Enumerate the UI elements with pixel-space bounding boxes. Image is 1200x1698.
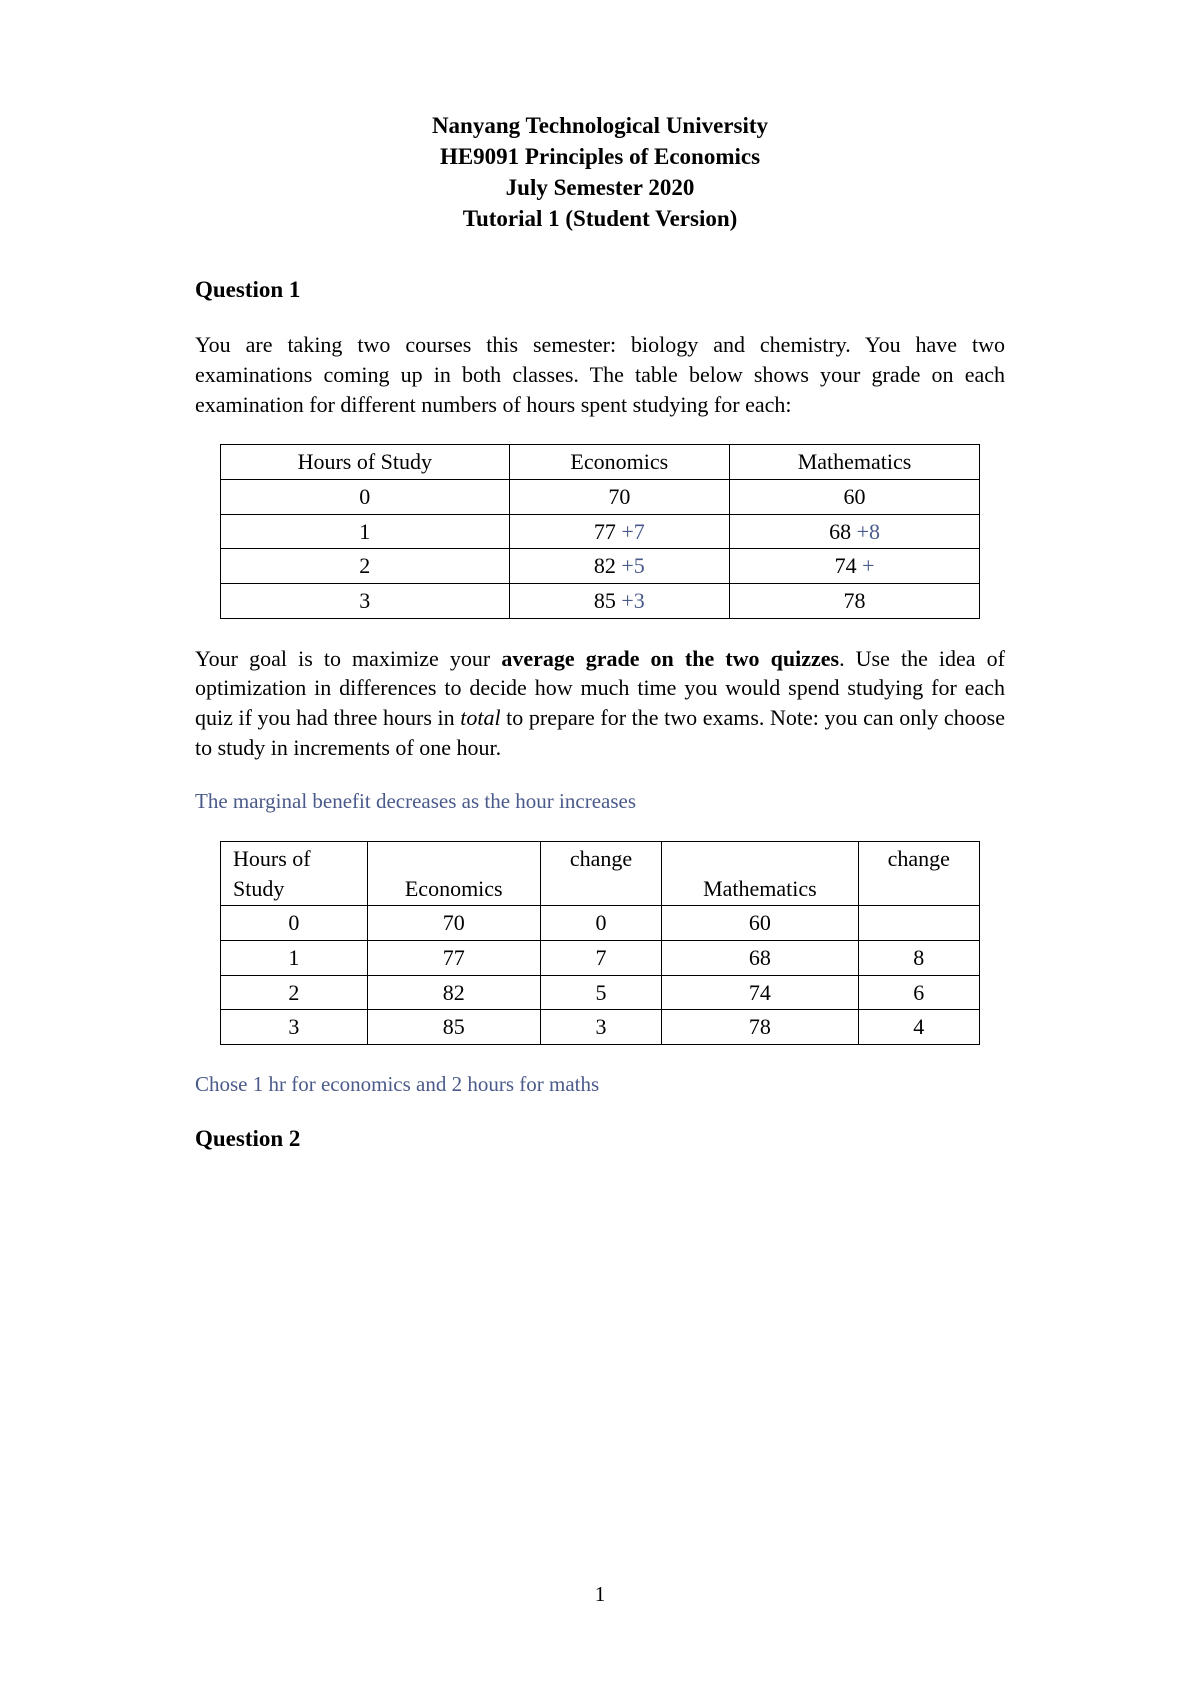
- cell-econ: 77: [367, 940, 540, 975]
- cell-change1: 0: [540, 906, 661, 941]
- cell-change1: 7: [540, 940, 661, 975]
- marginal-change-table: Hours ofStudy Economics change Mathemati…: [220, 841, 980, 1045]
- header-economics: Economics: [509, 445, 729, 480]
- table-2-container: Hours ofStudy Economics change Mathemati…: [195, 841, 1005, 1045]
- table-row: 0 70 60: [221, 479, 980, 514]
- table-row: 0 70 0 60: [221, 906, 980, 941]
- cell-change2: 4: [858, 1010, 979, 1045]
- cell-hours: 2: [221, 549, 510, 584]
- question-1-intro: You are taking two courses this semester…: [195, 330, 1005, 419]
- cell-math: 74: [662, 975, 858, 1010]
- cell-econ: 82: [367, 975, 540, 1010]
- question-1-heading: Question 1: [195, 274, 1005, 305]
- page-number: 1: [595, 1580, 606, 1608]
- table-header-row: Hours of Study Economics Mathematics: [221, 445, 980, 480]
- cell-change1: 5: [540, 975, 661, 1010]
- annotation-choice: Chose 1 hr for economics and 2 hours for…: [195, 1070, 1005, 1098]
- header-line-4: Tutorial 1 (Student Version): [195, 203, 1005, 234]
- cell-econ: 85 +3: [509, 584, 729, 619]
- grades-table: Hours of Study Economics Mathematics 0 7…: [220, 444, 980, 618]
- header-line-3: July Semester 2020: [195, 172, 1005, 203]
- cell-econ: 70: [509, 479, 729, 514]
- table-row: 1 77 7 68 8: [221, 940, 980, 975]
- cell-math: 60: [730, 479, 980, 514]
- cell-econ: 77 +7: [509, 514, 729, 549]
- cell-math: 68: [662, 940, 858, 975]
- header-line-2: HE9091 Principles of Economics: [195, 141, 1005, 172]
- cell-math: 78: [730, 584, 980, 619]
- table-row: 3 85 3 78 4: [221, 1010, 980, 1045]
- header-change: change: [858, 841, 979, 905]
- cell-hours: 0: [221, 906, 368, 941]
- header-mathematics: Mathematics: [730, 445, 980, 480]
- table-header-row: Hours ofStudy Economics change Mathemati…: [221, 841, 980, 905]
- cell-change2: 8: [858, 940, 979, 975]
- question-1-goal: Your goal is to maximize your average gr…: [195, 644, 1005, 763]
- cell-hours: 1: [221, 940, 368, 975]
- table-row: 2 82 +5 74 +: [221, 549, 980, 584]
- document-header: Nanyang Technological University HE9091 …: [195, 110, 1005, 234]
- header-line-1: Nanyang Technological University: [195, 110, 1005, 141]
- annotation-marginal-benefit: The marginal benefit decreases as the ho…: [195, 787, 1005, 815]
- table-1-container: Hours of Study Economics Mathematics 0 7…: [195, 444, 1005, 618]
- table-row: 2 82 5 74 6: [221, 975, 980, 1010]
- header-economics: Economics: [367, 841, 540, 905]
- header-change: change: [540, 841, 661, 905]
- cell-change2: 6: [858, 975, 979, 1010]
- cell-math: 68 +8: [730, 514, 980, 549]
- cell-econ: 82 +5: [509, 549, 729, 584]
- cell-change2: [858, 906, 979, 941]
- cell-math: 60: [662, 906, 858, 941]
- cell-hours: 3: [221, 584, 510, 619]
- table-row: 1 77 +7 68 +8: [221, 514, 980, 549]
- table-row: 3 85 +3 78: [221, 584, 980, 619]
- cell-change1: 3: [540, 1010, 661, 1045]
- header-hours: Hours of Study: [221, 445, 510, 480]
- cell-econ: 85: [367, 1010, 540, 1045]
- cell-hours: 1: [221, 514, 510, 549]
- cell-hours: 0: [221, 479, 510, 514]
- cell-hours: 3: [221, 1010, 368, 1045]
- cell-math: 78: [662, 1010, 858, 1045]
- question-2-heading: Question 2: [195, 1123, 1005, 1154]
- cell-econ: 70: [367, 906, 540, 941]
- cell-hours: 2: [221, 975, 368, 1010]
- header-mathematics: Mathematics: [662, 841, 858, 905]
- cell-math: 74 +: [730, 549, 980, 584]
- header-hours: Hours ofStudy: [221, 841, 368, 905]
